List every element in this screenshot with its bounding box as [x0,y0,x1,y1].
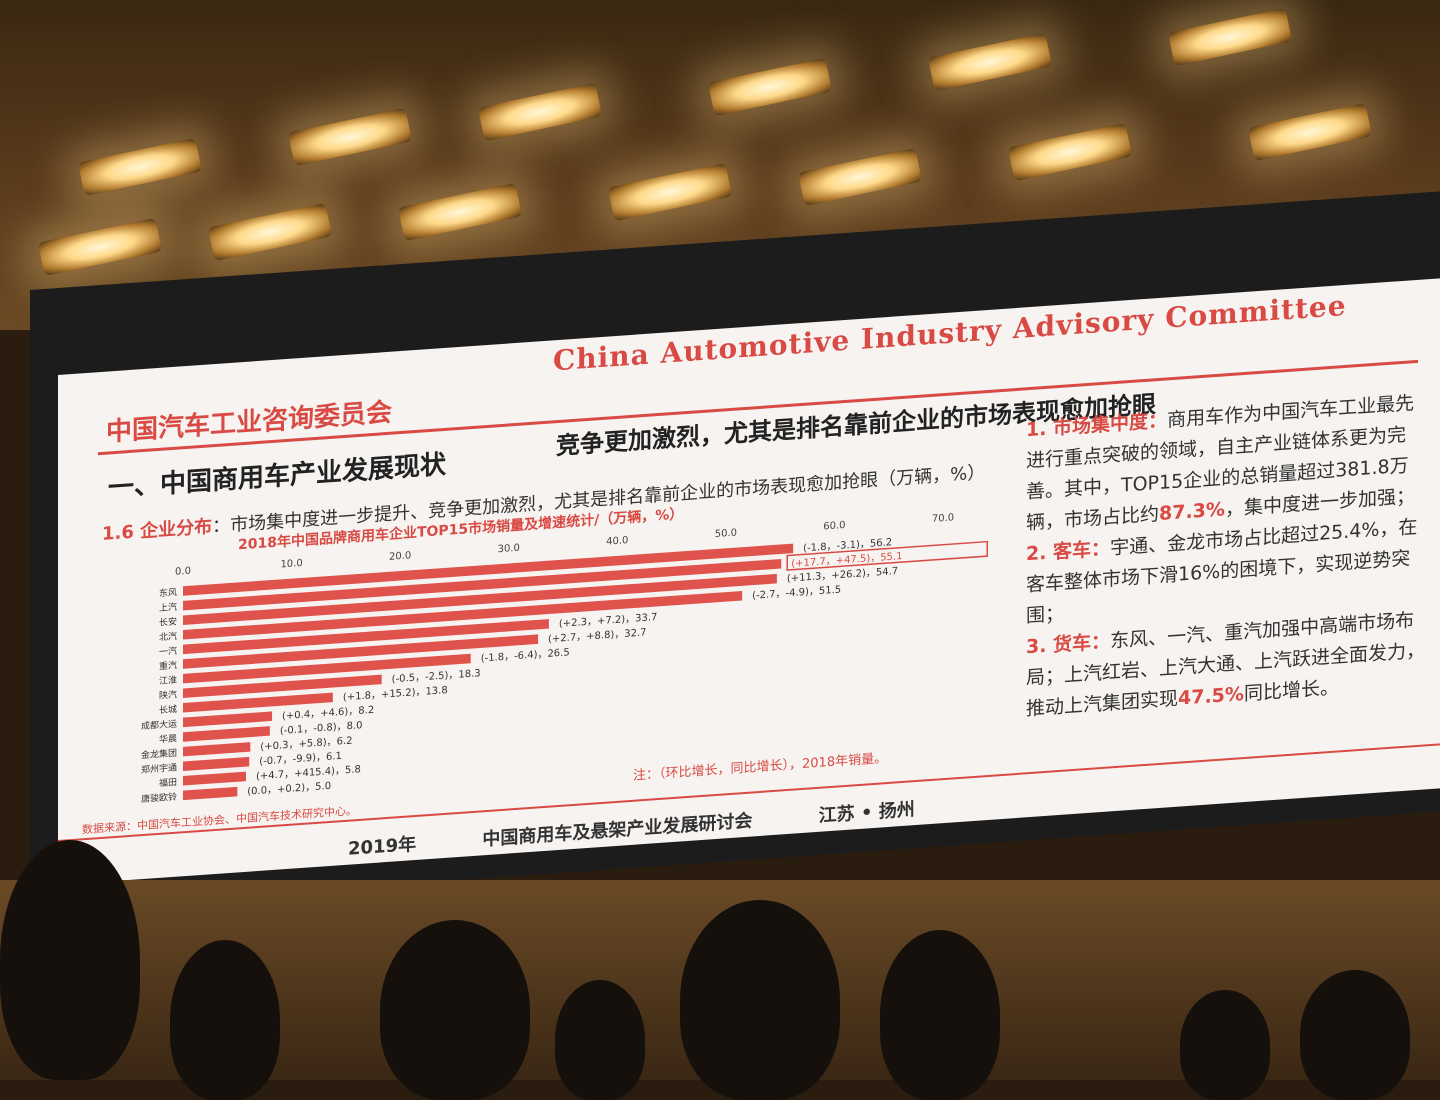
x-tick-label: 70.0 [932,512,954,525]
bar [183,726,270,742]
category-label: 江淮 [159,675,177,687]
x-tick-label: 0.0 [175,566,191,578]
ceiling-lamp [397,182,523,242]
ceiling-lamp [1247,102,1373,162]
ceiling-lamp [1167,7,1293,67]
category-label: 重汽 [159,659,177,672]
data-label: (+1.8，+15.2)，13.8 [343,685,448,703]
ceiling-lamp [607,162,733,222]
audience-head [880,930,1000,1100]
category-label: 唐骏欧铃 [141,791,177,806]
footer-year: 2019年 [348,833,417,860]
category-label: 华晨 [159,732,177,745]
category-label: 一汽 [159,645,177,658]
category-label: 金龙集团 [141,747,177,762]
ceiling-lamp [927,32,1053,92]
data-label: (-0.5，-2.5)，18.3 [392,668,481,685]
category-label: 东风 [159,586,177,599]
audience-head [1180,990,1270,1100]
x-tick-label: 10.0 [280,558,302,571]
bar [183,653,471,684]
bar [183,543,794,596]
unit-note: （万辆，%） [878,462,986,491]
audience-head [680,900,840,1100]
data-label: (-0.7，-9.9)，6.1 [259,751,342,768]
category-label: 福田 [159,776,177,789]
note-label: 1. 市场集中度： [1026,409,1168,442]
bar [183,711,273,728]
note-tail: 同比增长。 [1243,676,1339,706]
bar [183,674,382,698]
ceiling-lamp [797,147,923,207]
data-label: (+4.7，+415.4)，5.8 [256,764,361,782]
category-label: 长城 [159,703,177,716]
bar [183,742,251,757]
data-label: (+2.7，+8.8)，32.7 [548,627,647,645]
footer-location: 江苏 • 扬州 [818,799,915,827]
bar [183,619,549,655]
note-label: 2. 客车： [1026,537,1111,566]
ceiling-lamp [477,82,603,142]
x-tick-label: 60.0 [823,520,845,533]
data-label: (-1.8，-6.4)，26.5 [481,647,570,664]
x-tick-label: 30.0 [498,543,520,556]
note-label: 3. 货车： [1026,630,1111,659]
ceiling-lamp [207,202,333,262]
data-label: (-2.7，-4.9)，51.5 [752,585,841,602]
category-label: 郑州宇通 [141,761,177,776]
highlight-box [786,540,988,571]
x-tick-label: 50.0 [715,528,737,541]
category-label: 北汽 [159,630,177,643]
bar [183,590,743,640]
ceiling-lamp [77,137,203,197]
bar [183,786,238,801]
bar [183,692,333,713]
ceiling-lamp [287,107,413,167]
category-label: 陕汽 [159,688,177,701]
bar-chart: 0.0 10.0 20.0 30.0 40.0 50.0 60.0 70.0 东风 (-1.8，-… [141,512,988,806]
audience-head [555,980,645,1100]
category-label: 长安 [159,615,177,628]
committee-name-cn: 中国汽车工业咨询委员会 [106,397,393,448]
x-tick-label: 40.0 [606,535,628,548]
category-label: 成都大运 [141,718,177,733]
bar [183,559,782,611]
note-highlight: 87.3% [1159,498,1225,526]
data-label: (-0.1，-0.8)，8.0 [280,720,363,737]
presentation-slide: 中国汽车工业咨询委员会 China Automotive Industry Ad… [58,278,1440,885]
audience-head [380,920,530,1100]
ceiling-lamp [1007,122,1133,182]
section-title: 一、中国商用车产业发展现状 [108,449,447,504]
category-label: 上汽 [159,601,177,614]
data-label: (0.0，+0.2)，5.0 [247,781,331,798]
bar [183,573,777,625]
bar [183,771,246,786]
ceiling-lamp [707,57,833,117]
subtitle-prefix: 1.6 企业分布 [102,516,213,545]
bar [183,756,250,771]
bar [183,634,539,669]
audience-head [170,940,280,1100]
audience-head [0,840,140,1080]
note-highlight: 47.5% [1178,683,1244,710]
audience-area [0,840,1440,1100]
audience-head [1300,970,1410,1100]
notes-panel: 1. 市场集中度：商用车作为中国汽车工业最先进行重点突破的领域，自主产业链体系更… [1026,387,1426,725]
x-tick-label: 20.0 [389,550,411,563]
ceiling-lamp [37,217,163,277]
